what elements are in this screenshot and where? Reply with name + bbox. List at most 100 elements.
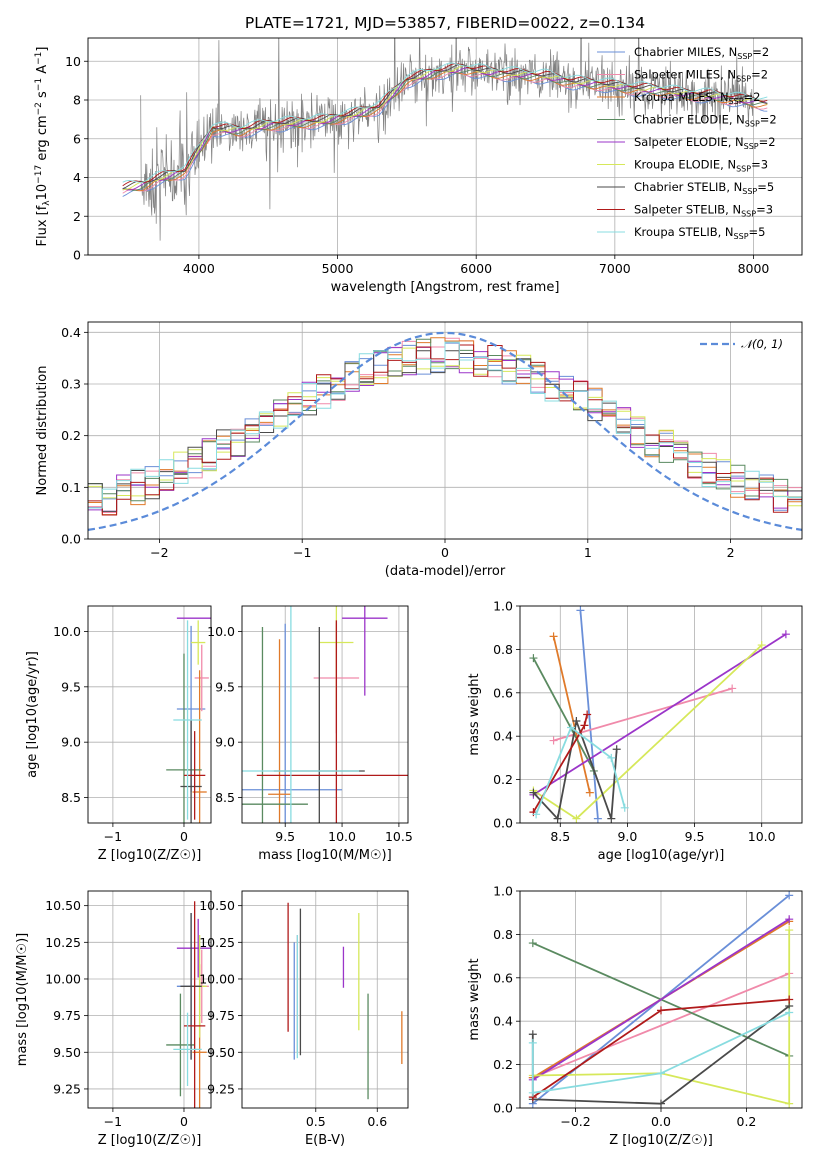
x-tick-label: 4000 [183, 261, 215, 276]
axes-frame [87, 37, 803, 256]
mass-weight-marker [785, 1099, 794, 1108]
x-axis-label: (data-model)/error [385, 564, 506, 579]
y-tick-label: 9.0 [61, 735, 81, 750]
mass-weight-marker [576, 606, 585, 615]
mass-weight-marker [657, 1099, 665, 1108]
y-tick-label: 4 [73, 170, 81, 185]
mass-weight-marker [657, 1006, 665, 1015]
y-axis-label: age [log10(age/yr)] [25, 651, 40, 778]
x-tick-label: 9.5 [275, 829, 295, 844]
mass-weight-marker [757, 641, 766, 650]
y-tick-label: 0.2 [493, 1057, 513, 1072]
mass-weight-line [552, 636, 591, 793]
x-tick-label: 1 [584, 545, 592, 560]
legend-label: 𝒩(0, 1) [741, 337, 783, 351]
mass-weight-marker [781, 630, 790, 639]
mass-weight-marker [549, 632, 558, 641]
residuals-panel: −2 −1 0 1 2 0.0 0.1 0.2 0.3 0.4 (data-model)/error… [35, 321, 803, 579]
y-tick-label: 0.0 [493, 1101, 513, 1116]
y-tick-label: 0.3 [61, 377, 81, 392]
legend-label: Salpeter MILES, NSSP=2 [634, 68, 768, 84]
x-tick-label: 0 [441, 545, 449, 560]
y-tick-label: 10.0 [207, 624, 235, 639]
x-tick-label: 0.2 [737, 1114, 757, 1129]
axes-frame [241, 890, 409, 1109]
legend-label: Chabrier STELIB, NSSP=5 [634, 180, 774, 196]
y-tick-label: 0.4 [493, 1014, 513, 1029]
y-tick-label: 10.00 [45, 971, 81, 986]
plot-area [166, 901, 211, 1108]
y-tick-label: 9.5 [215, 679, 235, 694]
x-tick-label: 9.0 [617, 829, 637, 844]
y-tick-label: 10.25 [199, 935, 235, 950]
x-tick-label: 10.5 [385, 829, 413, 844]
x-tick-label: 7000 [599, 261, 631, 276]
mass-weight-marker [529, 788, 538, 797]
y-tick-label: 0.8 [493, 642, 513, 657]
y-tick-label: 10.25 [45, 935, 81, 950]
mass-weight-marker [528, 1030, 537, 1039]
mass-weight-marker [528, 1088, 537, 1097]
mass-weight-line [532, 657, 595, 772]
axes-frame [87, 321, 803, 540]
mass-weight-marker [585, 788, 594, 797]
mass-weight-marker [785, 891, 794, 900]
plot-area [242, 606, 408, 823]
y-tick-label: 2 [73, 209, 81, 224]
x-tick-label: 0 [180, 1114, 188, 1129]
x-tick-label: 10.0 [748, 829, 776, 844]
axes-frame [519, 890, 803, 1109]
x-tick-label: 10.0 [328, 829, 356, 844]
x-axis-label: Z [log10(Z/Z☉)] [98, 848, 202, 863]
y-tick-label: 0.2 [493, 772, 513, 787]
figure-title: PLATE=1721, MJD=53857, FIBERID=0022, z=0… [245, 14, 645, 32]
y-tick-label: 0.0 [493, 816, 513, 831]
y-tick-label: 0.1 [61, 480, 81, 495]
y-tick-label: 0 [73, 248, 81, 263]
mass-weight-marker [785, 915, 794, 924]
plot-area [122, 38, 768, 241]
mass-weight-marker [593, 814, 602, 823]
mass-weight-marker [549, 736, 558, 745]
y-tick-label: 8.5 [61, 790, 81, 805]
mass-weight-line [532, 930, 791, 1105]
legend-label: Chabrier MILES, NSSP=2 [634, 45, 769, 61]
legend-label: Salpeter ELODIE, NSSP=2 [634, 135, 776, 151]
mass-weight-marker [580, 721, 589, 730]
x-tick-label: 8.5 [550, 829, 570, 844]
plot-area [88, 331, 802, 531]
y-tick-label: 10.50 [199, 898, 235, 913]
y-tick-label: 9.75 [207, 1008, 235, 1023]
mass-weight-marker [532, 810, 541, 819]
model-spectrum [122, 62, 768, 183]
y-tick-label: 10 [65, 54, 81, 69]
x-tick-label: 8000 [738, 261, 770, 276]
axes-frame [519, 605, 803, 824]
y-tick-label: 0.8 [493, 927, 513, 942]
y-tick-label: 9.25 [207, 1081, 235, 1096]
mass-weight-line [553, 687, 733, 742]
x-tick-label: 6000 [460, 261, 492, 276]
x-tick-label: 0.6 [367, 1114, 387, 1129]
y-tick-label: 9.50 [207, 1045, 235, 1060]
mass-weight-marker [785, 1008, 794, 1017]
y-tick-label: 10.00 [199, 971, 235, 986]
axes-frame [87, 605, 212, 824]
legend-label: Salpeter STELIB, NSSP=3 [634, 203, 773, 219]
mass-weight-marker [567, 723, 576, 732]
age-vs-mass-panel: 9.5 10.0 10.5 8.5 9.0 9.5 10.0 mass [log10(M/M☉… [207, 605, 413, 863]
legend-label: Chabrier ELODIE, NSSP=2 [634, 113, 777, 129]
y-tick-label: 0.4 [61, 325, 81, 340]
y-tick-label: 10.50 [45, 898, 81, 913]
x-tick-label: 0.0 [651, 1114, 671, 1129]
x-axis-label: Z [log10(Z/Z☉)] [98, 1133, 202, 1148]
y-tick-label: 9.25 [53, 1081, 81, 1096]
y-tick-label: 9.5 [61, 679, 81, 694]
mass-weight-marker [528, 1038, 537, 1047]
y-tick-label: 1.0 [493, 884, 513, 899]
mass-weight-marker [572, 814, 581, 823]
mass-weight-marker [528, 939, 537, 948]
y-tick-label: 0.2 [61, 428, 81, 443]
mass-weight-marker [529, 654, 538, 663]
